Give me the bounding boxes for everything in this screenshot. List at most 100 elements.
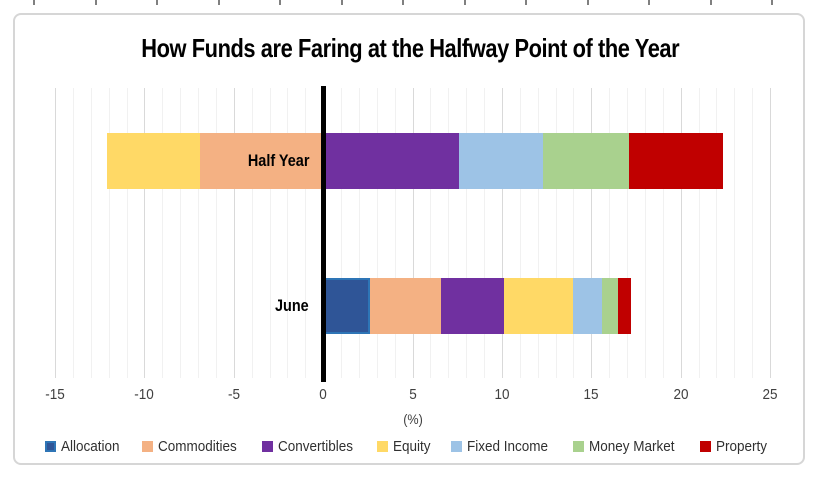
- background-tick: [340, 0, 343, 5]
- x-tick-label: 25: [762, 386, 778, 403]
- bar-segment-fixed-income-half-year[interactable]: [459, 132, 543, 189]
- x-tick-label: -15: [45, 386, 65, 403]
- bar-segment-commodities-half-year[interactable]: [199, 132, 324, 189]
- category-label-june: June: [275, 295, 310, 315]
- legend-item-equity[interactable]: Equity: [377, 438, 435, 455]
- x-tick-label: 10: [494, 386, 510, 403]
- minor-gridline: [716, 88, 718, 378]
- background-tick: [463, 0, 466, 5]
- background-tick: [156, 0, 158, 5]
- minor-gridline: [430, 88, 432, 378]
- bar-segment-money-market-half-year[interactable]: [543, 132, 629, 189]
- legend-item-allocation[interactable]: Allocation: [45, 438, 126, 455]
- x-tick-label: -5: [227, 386, 240, 403]
- minor-gridline: [180, 88, 182, 378]
- background-tick: [771, 0, 773, 5]
- minor-gridline: [484, 88, 485, 378]
- bar-segment-convertibles-june[interactable]: [441, 277, 504, 334]
- minor-gridline: [537, 88, 539, 378]
- minor-gridline: [698, 88, 700, 378]
- minor-gridline: [269, 88, 271, 378]
- bar-segment-convertibles-half-year[interactable]: [324, 132, 459, 189]
- major-gridline: [591, 88, 593, 378]
- legend-label: Allocation: [61, 438, 120, 455]
- legend-label: Convertibles: [277, 438, 353, 455]
- bar-segment-commodities-june[interactable]: [369, 277, 442, 334]
- bar-segment-property-half-year[interactable]: [628, 132, 724, 189]
- legend-label: Money Market: [588, 438, 675, 455]
- minor-gridline: [644, 88, 646, 378]
- minor-gridline: [662, 88, 664, 378]
- background-tick: [525, 0, 527, 5]
- major-gridline: [233, 88, 235, 378]
- legend-item-fixed-income[interactable]: Fixed Income: [450, 438, 557, 455]
- legend-swatch-property: [700, 441, 712, 452]
- minor-gridline: [126, 88, 128, 378]
- major-gridline: [144, 88, 146, 378]
- background-tick: [402, 0, 404, 5]
- legend-swatch-money-market: [572, 441, 584, 452]
- legend-swatch-convertibles: [261, 441, 273, 452]
- minor-gridline: [287, 88, 289, 378]
- legend-label: Equity: [393, 438, 431, 455]
- bar-segment-fixed-income-june[interactable]: [573, 277, 602, 334]
- major-gridline: [770, 88, 771, 378]
- legend-swatch-equity: [377, 441, 389, 452]
- minor-gridline: [627, 88, 628, 378]
- background-tick: [648, 0, 650, 5]
- x-tick-label: -10: [134, 386, 155, 403]
- legend-swatch-commodities: [142, 441, 154, 452]
- minor-gridline: [376, 88, 378, 378]
- minor-gridline: [305, 88, 307, 378]
- minor-gridline: [358, 88, 360, 378]
- major-gridline: [501, 88, 503, 378]
- chart-title[interactable]: How Funds are Faring at the Halfway Poin…: [0, 33, 820, 64]
- minor-gridline: [198, 88, 199, 378]
- background-tick: [94, 0, 97, 5]
- legend-item-commodities[interactable]: Commodities: [142, 438, 246, 455]
- minor-gridline: [394, 88, 396, 378]
- minor-gridline: [752, 88, 754, 378]
- minor-gridline: [215, 88, 217, 378]
- x-tick-label: 5: [408, 386, 417, 403]
- chart-title-text: How Funds are Faring at the Halfway Poin…: [140, 33, 679, 63]
- minor-gridline: [555, 88, 557, 378]
- minor-gridline: [90, 88, 92, 378]
- legend-swatch-allocation: [45, 441, 57, 452]
- bar-segment-equity-june[interactable]: [503, 277, 574, 334]
- background-tick: [33, 0, 35, 5]
- minor-gridline: [341, 88, 342, 378]
- minor-gridline: [466, 88, 468, 378]
- legend-label: Property: [716, 438, 768, 455]
- x-axis-title: (%): [402, 411, 423, 427]
- minor-gridline: [573, 88, 575, 378]
- background-tick: [709, 0, 712, 5]
- background-tick: [586, 0, 589, 5]
- bar-segment-property-june[interactable]: [618, 277, 631, 334]
- minor-gridline: [734, 88, 736, 378]
- minor-gridline: [609, 88, 611, 378]
- legend-label: Commodities: [158, 438, 238, 455]
- bar-segment-equity-half-year[interactable]: [106, 132, 200, 189]
- minor-gridline: [519, 88, 521, 378]
- category-label-half-year: Half Year: [247, 150, 310, 170]
- minor-gridline: [251, 88, 253, 378]
- bar-segment-allocation-june[interactable]: [323, 277, 370, 334]
- minor-gridline: [72, 88, 74, 378]
- x-tick-label: 0: [319, 386, 327, 403]
- legend-item-convertibles[interactable]: Convertibles: [261, 438, 361, 455]
- major-gridline: [412, 88, 414, 378]
- minor-gridline: [162, 88, 164, 378]
- legend-label: Fixed Income: [466, 438, 548, 455]
- legend-item-money-market[interactable]: Money Market: [572, 438, 684, 455]
- x-tick-label: 15: [583, 386, 599, 403]
- minor-gridline: [448, 88, 450, 378]
- major-gridline: [55, 88, 56, 378]
- zero-axis-line: [320, 86, 326, 382]
- bar-segment-money-market-june[interactable]: [602, 277, 619, 334]
- x-tick-label: 20: [673, 386, 689, 403]
- chart-legend: Allocation Commodities Convertibles Equity F…: [13, 438, 805, 455]
- major-gridline: [680, 88, 682, 378]
- legend-item-property[interactable]: Property: [700, 438, 773, 455]
